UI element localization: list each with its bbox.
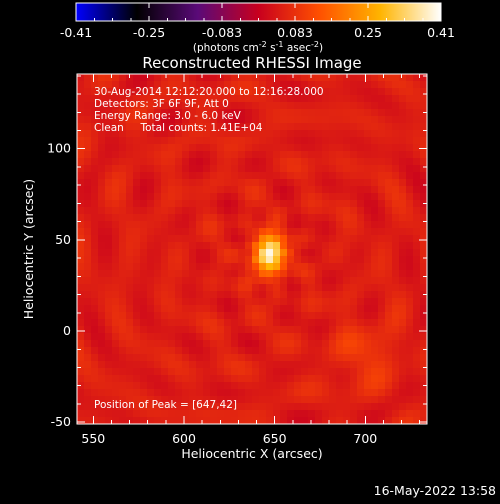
annotation-detectors: Detectors: 3F 6F 9F, Att 0 <box>94 98 229 110</box>
x-axis-label: Heliocentric X (arcsec) <box>181 446 322 461</box>
heatmap-image <box>77 74 427 424</box>
x-tick-label: 650 <box>263 431 287 446</box>
colorbar-tick-label: 0.41 <box>427 25 455 40</box>
annotation-clean-counts: Clean Total counts: 1.41E+04 <box>94 122 263 134</box>
colorbar-tick-label: -0.25 <box>133 25 165 40</box>
chart-title: Reconstructed RHESSI Image <box>142 54 361 72</box>
annotation-block: 30-Aug-2014 12:12:20.000 to 12:16:28.000… <box>94 86 324 134</box>
y-tick-label: 0 <box>63 323 71 338</box>
colorbar-ticks <box>75 3 442 21</box>
x-tick-label: 700 <box>353 431 377 446</box>
annotation-time-range: 30-Aug-2014 12:12:20.000 to 12:16:28.000 <box>94 86 324 98</box>
colorbar-tick-label: 0.25 <box>354 25 382 40</box>
colorbar-unit: (photons cm-2 s-1 asec-2) <box>193 40 323 54</box>
colorbar-tick-label: -0.41 <box>60 25 92 40</box>
y-axis-ticks: -50 0 50 100 <box>47 75 427 429</box>
plot-area <box>77 74 427 424</box>
x-tick-label: 550 <box>81 431 105 446</box>
colorbar-tick-label: -0.083 <box>202 25 242 40</box>
y-axis-label: Heliocentric Y (arcsec) <box>21 179 36 319</box>
annotation-energy-range: Energy Range: 3.0 - 6.0 keV <box>94 110 242 122</box>
y-tick-label: -50 <box>51 414 71 429</box>
x-axis-ticks: 550 600 650 700 <box>81 74 421 446</box>
colorbar-tick-label: 0.083 <box>277 25 313 40</box>
y-tick-label: 100 <box>47 141 71 156</box>
colorbar-tick-labels: -0.41 -0.25 -0.083 0.083 0.25 0.41 <box>60 25 455 40</box>
plot-frame <box>76 73 428 425</box>
y-tick-label: 50 <box>55 232 71 247</box>
peak-position-label: Position of Peak = [647,42] <box>94 399 237 411</box>
colorbar: -0.41 -0.25 -0.083 0.083 0.25 0.41 (photons c… <box>60 2 455 54</box>
footer-timestamp: 16-May-2022 13:58 <box>374 483 496 498</box>
x-tick-label: 600 <box>172 431 196 446</box>
